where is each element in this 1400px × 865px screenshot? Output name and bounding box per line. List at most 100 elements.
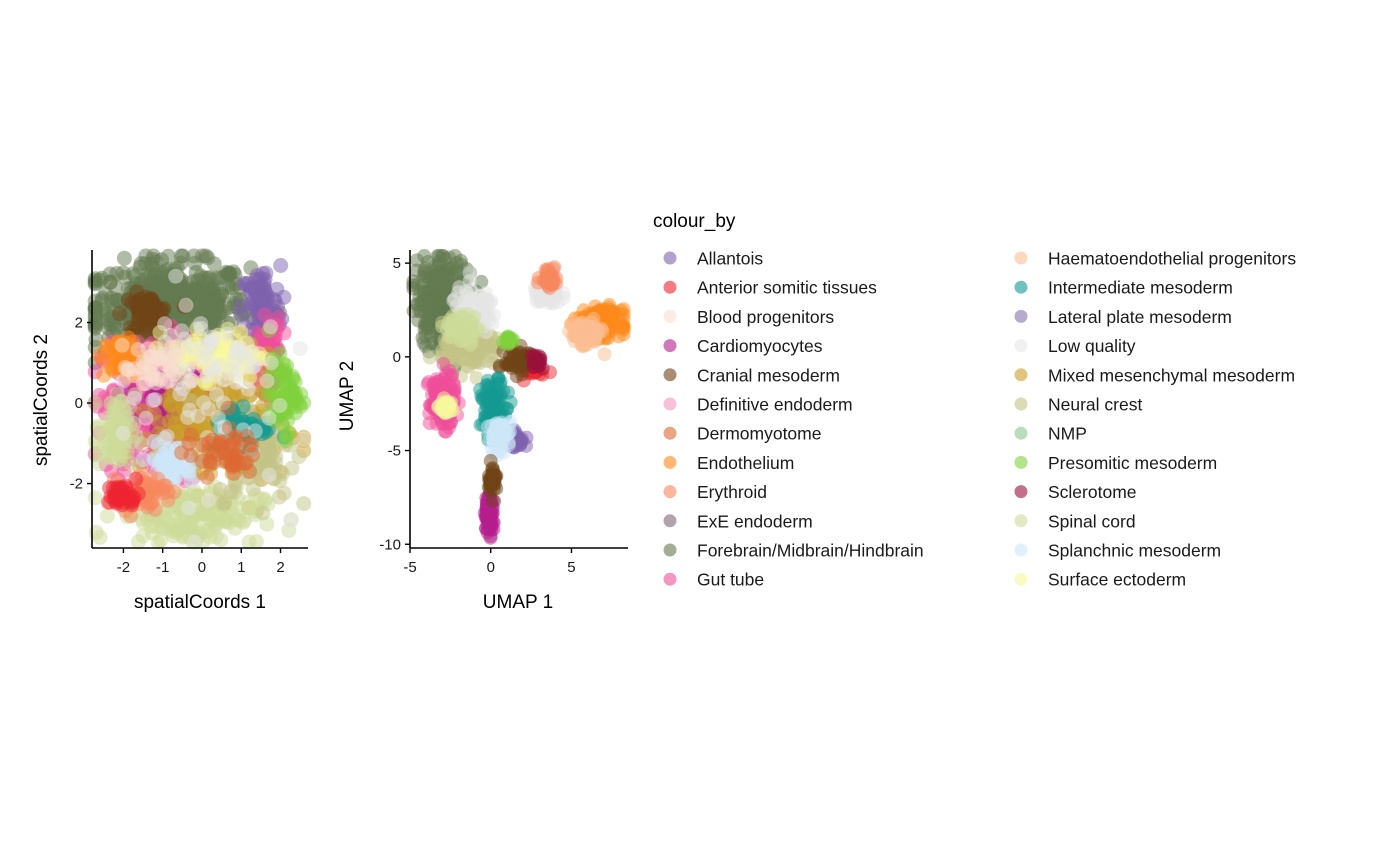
spatial-point — [126, 390, 142, 406]
spatial-point — [112, 306, 128, 322]
umap-y-tick-label: -5 — [388, 443, 401, 460]
spatial-point — [114, 337, 130, 353]
legend-label: Cardiomyocytes — [697, 336, 823, 356]
legend-label: Forebrain/Midbrain/Hindbrain — [697, 541, 924, 561]
umap-y-tick-label: 5 — [393, 255, 401, 272]
spatial-x-axis-title: spatialCoords 1 — [134, 592, 266, 613]
legend-key — [663, 426, 677, 440]
spatial-point — [137, 289, 153, 305]
umap-point — [435, 319, 450, 334]
spatial-point — [87, 276, 103, 292]
legend-key — [1014, 280, 1028, 294]
umap-points — [406, 249, 631, 545]
umap-y-axis-title: UMAP 2 — [337, 361, 358, 431]
legend-items: Allantois Anterior somitic tissues Blood p… — [663, 249, 1296, 590]
spatial-point — [182, 520, 198, 535]
spatial-point — [92, 456, 107, 472]
spatial-x-tick-label: 1 — [237, 559, 245, 576]
spatial-points — [87, 248, 312, 550]
spatial-point — [192, 299, 208, 315]
spatial-point — [212, 305, 228, 321]
legend-key — [1014, 251, 1028, 265]
umap-point — [462, 320, 477, 335]
umap-point — [458, 293, 472, 308]
umap-y-tick-label: 0 — [393, 349, 401, 366]
legend-label: Endothelium — [697, 453, 794, 473]
spatial-point — [241, 534, 257, 550]
spatial-point — [138, 271, 154, 287]
spatial-point — [194, 454, 210, 469]
umap-point — [485, 493, 500, 508]
umap-point — [515, 367, 529, 382]
legend-label: Lateral plate mesoderm — [1048, 307, 1232, 327]
umap-point — [437, 405, 452, 420]
spatial-point — [240, 381, 256, 397]
legend-key — [1014, 339, 1028, 353]
umap-point — [493, 377, 507, 392]
legend-label: Surface ectoderm — [1048, 570, 1186, 590]
umap-point — [499, 401, 514, 416]
spatial-point — [132, 259, 148, 275]
spatial-point — [126, 368, 142, 384]
spatial-point — [122, 455, 138, 471]
spatial-point — [193, 268, 209, 284]
spatial-x-tick-label: 0 — [198, 559, 206, 576]
spatial-point — [123, 508, 139, 524]
umap-point — [414, 295, 429, 310]
spatial-point — [229, 375, 244, 390]
umap-point — [429, 416, 444, 431]
spatial-point — [190, 408, 206, 424]
legend-key — [1014, 455, 1028, 469]
legend-label: Dermomyotome — [697, 424, 821, 444]
spatial-point — [261, 467, 277, 483]
legend-key — [1014, 572, 1028, 586]
spatial-point — [172, 386, 188, 402]
spatial-point — [215, 269, 231, 285]
spatial-point — [211, 435, 227, 451]
spatial-point — [283, 512, 299, 528]
spatial-point — [176, 331, 192, 347]
spatial-point — [142, 469, 158, 485]
spatial-axes: -2 -1 0 1 2 -2 0 2 — [70, 250, 308, 576]
spatial-point — [175, 248, 191, 264]
spatial-point — [186, 248, 202, 264]
umap-panel: -5 0 5-10-505 UMAP 1 UMAP 2 — [337, 249, 631, 613]
spatial-point — [206, 363, 221, 379]
legend-key — [663, 485, 677, 499]
legend-label: Splanchnic mesoderm — [1048, 541, 1221, 561]
umap-x-tick-label: 0 — [487, 559, 495, 576]
umap-point — [469, 371, 484, 385]
spatial-point — [259, 442, 275, 458]
spatial-point — [292, 341, 308, 357]
legend-label: Spinal cord — [1048, 511, 1136, 531]
spatial-point — [202, 339, 218, 355]
umap-point — [540, 270, 555, 285]
spatial-point — [116, 250, 132, 266]
umap-point — [422, 350, 437, 365]
umap-point — [578, 330, 593, 345]
spatial-point — [147, 502, 163, 517]
spatial-point — [159, 455, 175, 471]
spatial-point — [231, 508, 247, 524]
spatial-point — [230, 442, 246, 458]
legend-title: colour_by — [653, 211, 736, 232]
legend-label: Haematoendothelial progenitors — [1048, 249, 1296, 269]
umap-point — [483, 431, 498, 446]
legend-label: Presomitic mesoderm — [1048, 453, 1217, 473]
spatial-x-tick-label: -1 — [156, 559, 169, 576]
spatial-point — [217, 494, 233, 510]
legend-key — [663, 514, 677, 528]
spatial-point — [102, 274, 118, 290]
legend-label: Cranial mesoderm — [697, 365, 840, 385]
legend-label: Blood progenitors — [697, 307, 834, 327]
spatial-point — [160, 442, 176, 458]
umap-point — [474, 274, 489, 289]
legend-key — [663, 309, 677, 323]
spatial-point — [219, 453, 235, 469]
spatial-point — [220, 400, 236, 416]
umap-axes: -5 0 5-10-505 — [379, 250, 628, 576]
umap-point — [481, 518, 496, 533]
spatial-point — [157, 316, 173, 332]
spatial-point — [291, 449, 307, 465]
